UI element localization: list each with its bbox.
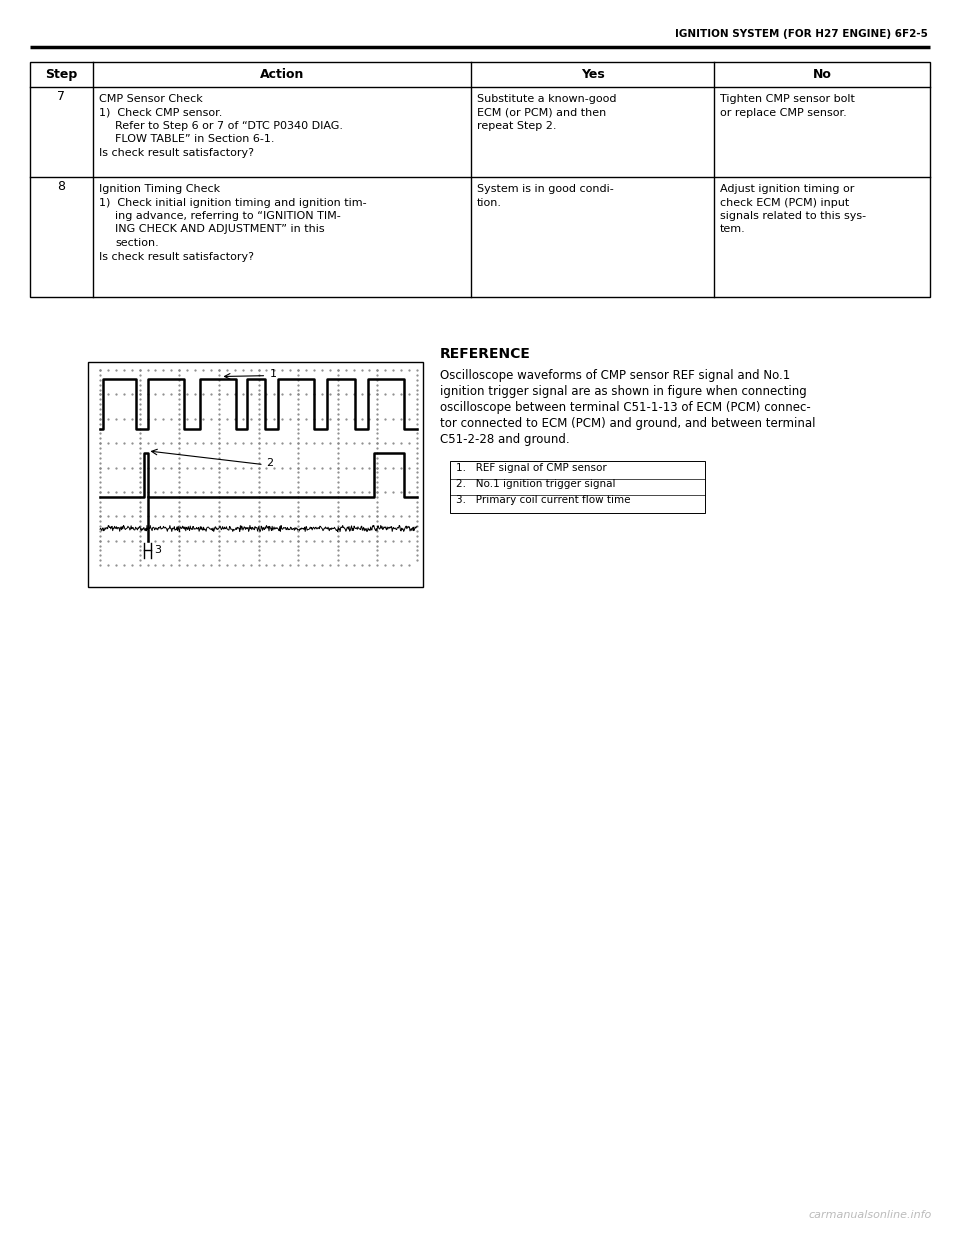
Text: 1)  Check initial ignition timing and ignition tim-: 1) Check initial ignition timing and ign… — [99, 198, 367, 207]
Text: tem.: tem. — [720, 225, 746, 235]
Text: Tighten CMP sensor bolt: Tighten CMP sensor bolt — [720, 94, 854, 104]
Text: Adjust ignition timing or: Adjust ignition timing or — [720, 184, 854, 194]
Text: No: No — [812, 68, 831, 82]
Text: Is check result satisfactory?: Is check result satisfactory? — [99, 252, 254, 262]
Text: Oscilloscope waveforms of CMP sensor REF signal and No.1: Oscilloscope waveforms of CMP sensor REF… — [440, 369, 790, 382]
Text: repeat Step 2.: repeat Step 2. — [477, 121, 557, 131]
Text: 1)  Check CMP sensor.: 1) Check CMP sensor. — [99, 107, 223, 117]
Text: ing advance, referring to “IGNITION TIM-: ing advance, referring to “IGNITION TIM- — [115, 211, 341, 221]
Text: signals related to this sys-: signals related to this sys- — [720, 211, 866, 221]
Text: Is check result satisfactory?: Is check result satisfactory? — [99, 148, 254, 158]
Text: 7: 7 — [58, 90, 65, 104]
Text: 3: 3 — [155, 546, 161, 556]
Text: 2: 2 — [266, 458, 273, 468]
Text: Step: Step — [45, 68, 78, 82]
Text: oscilloscope between terminal C51-1-13 of ECM (PCM) connec-: oscilloscope between terminal C51-1-13 o… — [440, 401, 811, 414]
Text: IGNITION SYSTEM (FOR H27 ENGINE) 6F2-5: IGNITION SYSTEM (FOR H27 ENGINE) 6F2-5 — [675, 28, 928, 40]
Text: check ECM (PCM) input: check ECM (PCM) input — [720, 198, 850, 207]
Text: FLOW TABLE” in Section 6-1.: FLOW TABLE” in Section 6-1. — [115, 135, 275, 144]
Text: CMP Sensor Check: CMP Sensor Check — [99, 94, 203, 104]
Text: Ignition Timing Check: Ignition Timing Check — [99, 184, 220, 194]
Text: ECM (or PCM) and then: ECM (or PCM) and then — [477, 107, 607, 117]
Text: carmanualsonline.info: carmanualsonline.info — [808, 1210, 931, 1220]
Text: tion.: tion. — [477, 198, 502, 207]
Text: 8: 8 — [58, 180, 65, 194]
Text: REFERENCE: REFERENCE — [440, 347, 531, 361]
Text: ignition trigger signal are as shown in figure when connecting: ignition trigger signal are as shown in … — [440, 385, 806, 398]
Text: Yes: Yes — [581, 68, 605, 82]
Text: or replace CMP sensor.: or replace CMP sensor. — [720, 107, 847, 117]
Text: 3.   Primary coil current flow time: 3. Primary coil current flow time — [456, 495, 631, 505]
Text: C51-2-28 and ground.: C51-2-28 and ground. — [440, 433, 569, 446]
Text: Refer to Step 6 or 7 of “DTC P0340 DIAG.: Refer to Step 6 or 7 of “DTC P0340 DIAG. — [115, 121, 343, 131]
Text: tor connected to ECM (PCM) and ground, and between terminal: tor connected to ECM (PCM) and ground, a… — [440, 417, 815, 430]
Text: 2.   No.1 ignition trigger signal: 2. No.1 ignition trigger signal — [456, 479, 615, 489]
Bar — [30, 62, 930, 296]
Text: Substitute a known-good: Substitute a known-good — [477, 94, 616, 104]
Text: Action: Action — [260, 68, 304, 82]
Text: ING CHECK AND ADJUSTMENT” in this: ING CHECK AND ADJUSTMENT” in this — [115, 225, 324, 235]
Text: 1.   REF signal of CMP sensor: 1. REF signal of CMP sensor — [456, 463, 607, 473]
Bar — [450, 461, 705, 513]
Text: System is in good condi-: System is in good condi- — [477, 184, 613, 194]
Text: 1: 1 — [270, 369, 276, 379]
Text: section.: section. — [115, 238, 158, 248]
Bar — [88, 362, 423, 587]
